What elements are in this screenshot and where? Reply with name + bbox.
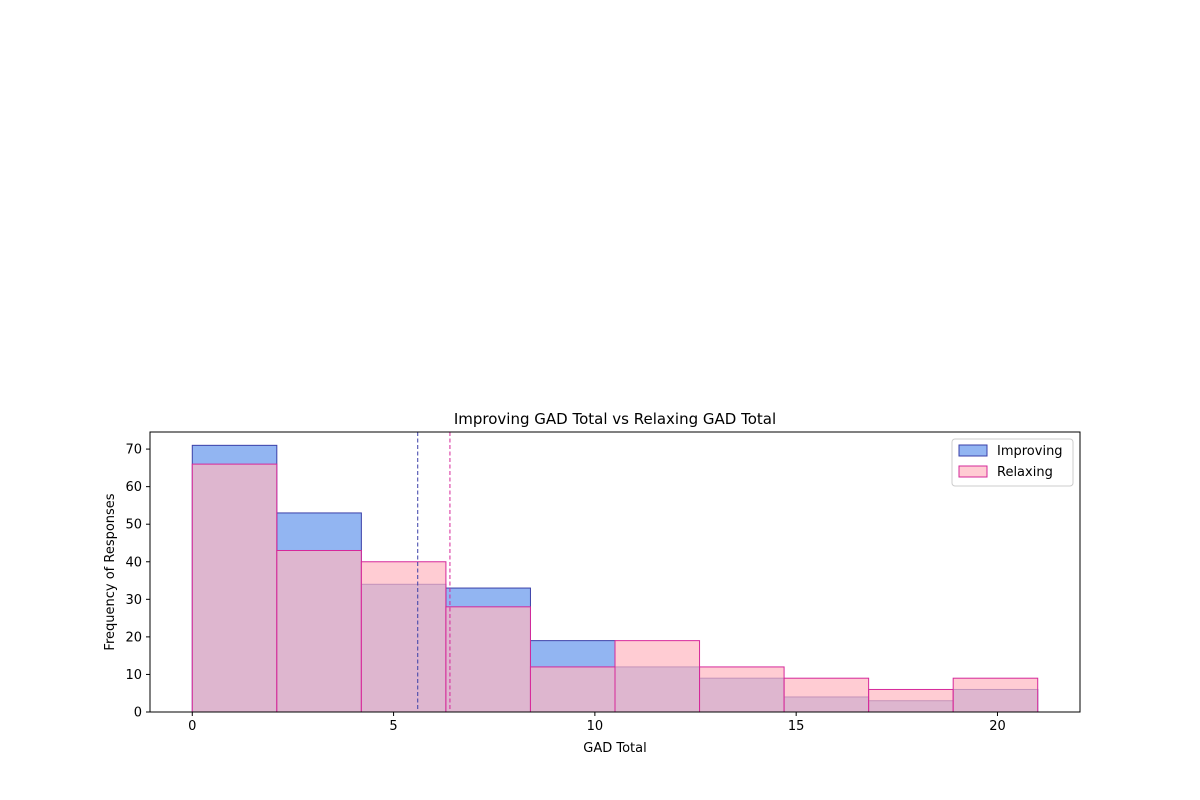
bar-relaxing-7 [783, 677, 870, 713]
bar-relaxing-1 [276, 549, 362, 713]
legend-label-relaxing: Relaxing [997, 465, 1053, 480]
bar-relaxing-2 [360, 561, 447, 713]
x-tick-label: 20 [989, 719, 1006, 734]
bars-layer [191, 444, 1039, 713]
y-tick-label: 60 [125, 480, 142, 495]
bar-relaxing-9 [952, 677, 1039, 713]
x-tick-label: 10 [587, 719, 604, 734]
x-tick-label: 15 [788, 719, 805, 734]
y-tick-label: 10 [125, 668, 142, 683]
y-tick-label: 0 [134, 706, 142, 721]
y-axis-ticks: 0 10 20 30 40 50 60 70 [125, 443, 150, 721]
bar-relaxing-3 [445, 606, 531, 713]
y-tick-label: 30 [125, 593, 142, 608]
series-relaxing [191, 463, 1039, 713]
y-tick-label: 50 [125, 518, 142, 533]
plot-frame [149, 431, 1081, 713]
x-axis-ticks: 0 5 10 15 20 [188, 712, 1006, 734]
bar-relaxing-8 [868, 688, 954, 713]
legend: Improving Relaxing [951, 438, 1074, 487]
bar-relaxing-0 [191, 463, 278, 713]
y-axis-label: Frequency of Responses [103, 493, 118, 650]
legend-label-improving: Improving [997, 444, 1063, 459]
y-tick-label: 70 [125, 443, 142, 458]
bar-relaxing-4 [529, 666, 616, 713]
legend-swatch-relaxing [958, 465, 988, 478]
x-axis-label: GAD Total [583, 741, 646, 756]
bar-relaxing-6 [699, 666, 785, 713]
bar-relaxing-5 [614, 640, 701, 713]
mean-lines [417, 432, 451, 712]
legend-swatch-improving [958, 444, 988, 457]
x-tick-label: 0 [188, 719, 196, 734]
y-tick-label: 40 [125, 555, 142, 570]
y-tick-label: 20 [125, 630, 142, 645]
chart-title: Improving GAD Total vs Relaxing GAD Tota… [454, 410, 776, 428]
x-tick-label: 5 [389, 719, 397, 734]
